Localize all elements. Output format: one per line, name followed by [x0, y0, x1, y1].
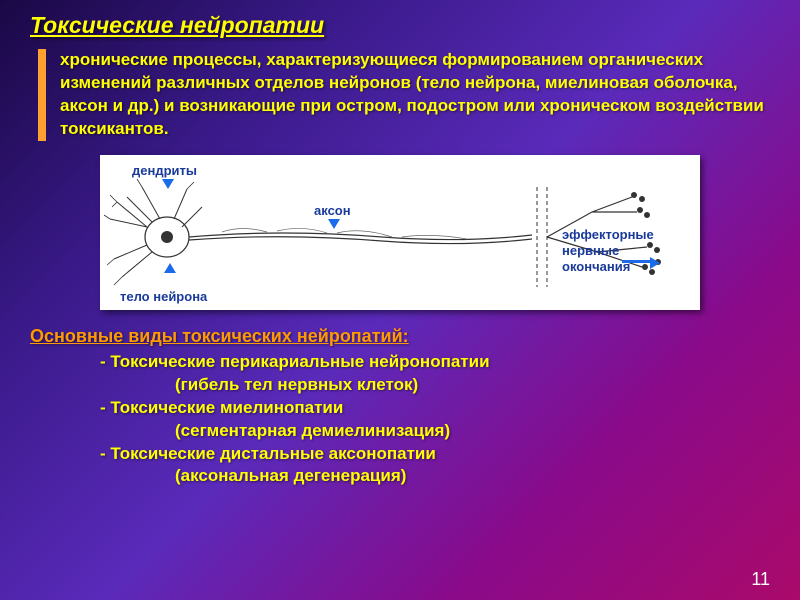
slide-container: Токсические нейропатии хронические проце… — [0, 0, 800, 500]
label-axon: аксон — [314, 203, 351, 218]
arrow-icon — [164, 263, 176, 273]
arrow-stem — [622, 260, 650, 263]
slide-title: Токсические нейропатии — [30, 12, 770, 39]
list-item-main: - Токсические миелинопатии — [100, 397, 770, 420]
neuropathy-list: - Токсические перикариальные нейронопати… — [100, 351, 770, 489]
label-effector-1: эффекторные — [562, 227, 654, 242]
arrow-icon — [650, 257, 660, 269]
list-heading: Основные виды токсических нейропатий: — [30, 326, 770, 347]
description-block: хронические процессы, характеризующиеся … — [38, 49, 770, 141]
page-number: 11 — [751, 569, 770, 590]
label-effector-3: окончания — [562, 259, 630, 274]
neuron-diagram: дендриты аксон тело нейрона эффекторные … — [100, 155, 700, 310]
list-item-main: - Токсические дистальные аксонопатии — [100, 443, 770, 466]
label-effector-2: нервные — [562, 243, 619, 258]
label-body: тело нейрона — [120, 289, 207, 304]
arrow-icon — [162, 179, 174, 189]
arrow-icon — [328, 219, 340, 229]
list-item-main: - Токсические перикариальные нейронопати… — [100, 351, 770, 374]
list-item-sub: (аксональная дегенерация) — [175, 465, 770, 488]
label-dendrites: дендриты — [132, 163, 197, 178]
list-item-sub: (сегментарная демиелинизация) — [175, 420, 770, 443]
list-item-sub: (гибель тел нервных клеток) — [175, 374, 770, 397]
description-text: хронические процессы, характеризующиеся … — [60, 49, 770, 141]
